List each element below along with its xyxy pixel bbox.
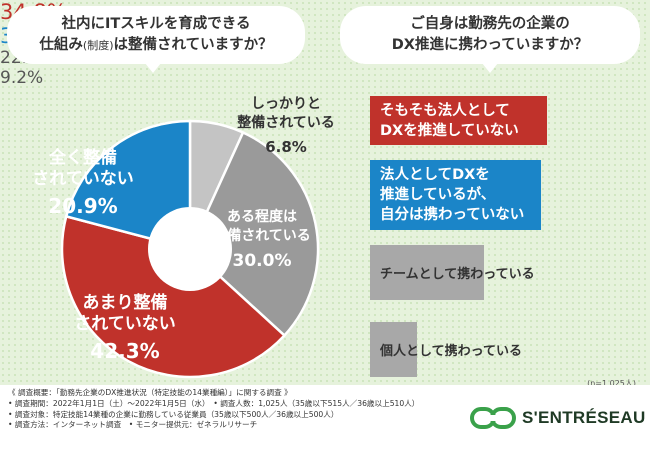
pie-label-s1: ある程度は 整備されている 30.0%: [208, 208, 316, 271]
question-2-line1: ご自身は勤務先の企業の: [410, 16, 570, 32]
question-bubble-2: ご自身は勤務先の企業の DX推進に携わっていますか？: [340, 6, 640, 73]
bar-1-label-l1: 法人としてDXを: [380, 167, 490, 183]
pie-value-s2: 42.3%: [90, 339, 160, 363]
pie-value-s1: 30.0%: [232, 251, 292, 271]
bar-2: チームとして携わっている: [370, 245, 535, 300]
pie-label-s2-l1: あまり整備: [82, 293, 168, 313]
pie-label-s3: 全く整備 されていない 20.9%: [28, 148, 138, 218]
bar-3-value: 9.2%: [0, 68, 44, 88]
pie-slice-3: [64, 119, 192, 251]
bubble-tail: [482, 63, 498, 73]
pie-label-s2-l2: されていない: [74, 314, 176, 334]
question-1-line2-b: (制度): [82, 39, 114, 52]
pie-slice-1: [188, 130, 320, 338]
pie-label-s2: あまり整備 されていない 42.3%: [60, 293, 190, 363]
bar-0-label-l2: DXを推進していない: [380, 122, 519, 139]
question-bubble-1: 社内にITスキルを育成できる 仕組み(制度)は整備されていますか？: [7, 6, 305, 73]
pie-label-s1-l1: ある程度は: [227, 209, 297, 225]
bar-1-label-l2: 推進しているが、: [380, 187, 496, 203]
pie-label-s0: しっかりと 整備されている 6.8%: [226, 95, 346, 156]
pie-value-s0: 6.8%: [265, 138, 307, 156]
footer-line-3: • 調査対象：特定技能14業種の企業に勤務している従業員（35歳以下500人／3…: [8, 409, 339, 419]
footer-line-4: • 調査方法：インターネット調査 • モニター提供元：ゼネラルリサーチ: [8, 420, 258, 430]
sample-size-note: (n=1,025人): [587, 379, 636, 388]
footer-line-2: • 調査期間：2022年1月1日（土）～2022年1月5日（水） • 調査人数：…: [8, 398, 420, 408]
pie-label-s3-l1: 全く整備: [49, 148, 117, 168]
bar-0-label-l1: そもそも法人として: [380, 102, 510, 119]
logo-text: S'ENTRÉSEAU: [522, 408, 646, 427]
pie-label-s1-l2: 整備されている: [213, 228, 311, 244]
bar-1: 法人としてDXを 推進しているが、 自分は携わっていない: [370, 160, 542, 230]
footer-line-1: 《 調査概要：「勤務先企業のDX推進状況（特定技能の14業種編）」に関する調査 …: [8, 388, 292, 397]
bubble-tail: [145, 63, 161, 73]
bar-0: そもそも法人として DXを推進していない: [370, 96, 548, 145]
bar-3-label: 個人として携わっている: [380, 344, 522, 359]
bar-1-label-l3: 自分は携わっていない: [380, 207, 525, 223]
bar-3: 個人として携わっている: [370, 322, 522, 377]
logo-icon: [470, 407, 516, 429]
pie-label-s0-l2: 整備されている: [237, 115, 335, 131]
question-1-line2: 仕組み(制度)は整備されていますか？: [7, 35, 305, 56]
survey-footer: 《 調査概要：「勤務先企業のDX推進状況（特定技能の14業種編）」に関する調査 …: [0, 385, 650, 450]
question-1-line2-a: 仕組み: [39, 37, 83, 53]
question-1-line1: 社内にITスキルを育成できる: [61, 16, 251, 32]
pie-value-s3: 20.9%: [48, 194, 118, 218]
pie-label-s3-l2: されていない: [32, 169, 134, 189]
bar-chart: そもそも法人として DXを推進していない 法人としてDXを 推進しているが、 自…: [0, 0, 650, 377]
pie-slice-2: [60, 214, 287, 379]
survey-details: 《 調査概要：「勤務先企業のDX推進状況（特定技能の14業種編）」に関する調査 …: [8, 388, 419, 431]
bar-2-label: チームとして携わっている: [380, 267, 535, 282]
pie-label-s0-l1: しっかりと: [251, 96, 321, 112]
question-1-line2-c: は整備されていますか？: [113, 37, 273, 53]
pie-center-hole: [148, 207, 232, 291]
brand-logo: S'ENTRÉSEAU: [470, 405, 646, 431]
question-2-line2: DX推進に携わっていますか？: [391, 37, 589, 53]
